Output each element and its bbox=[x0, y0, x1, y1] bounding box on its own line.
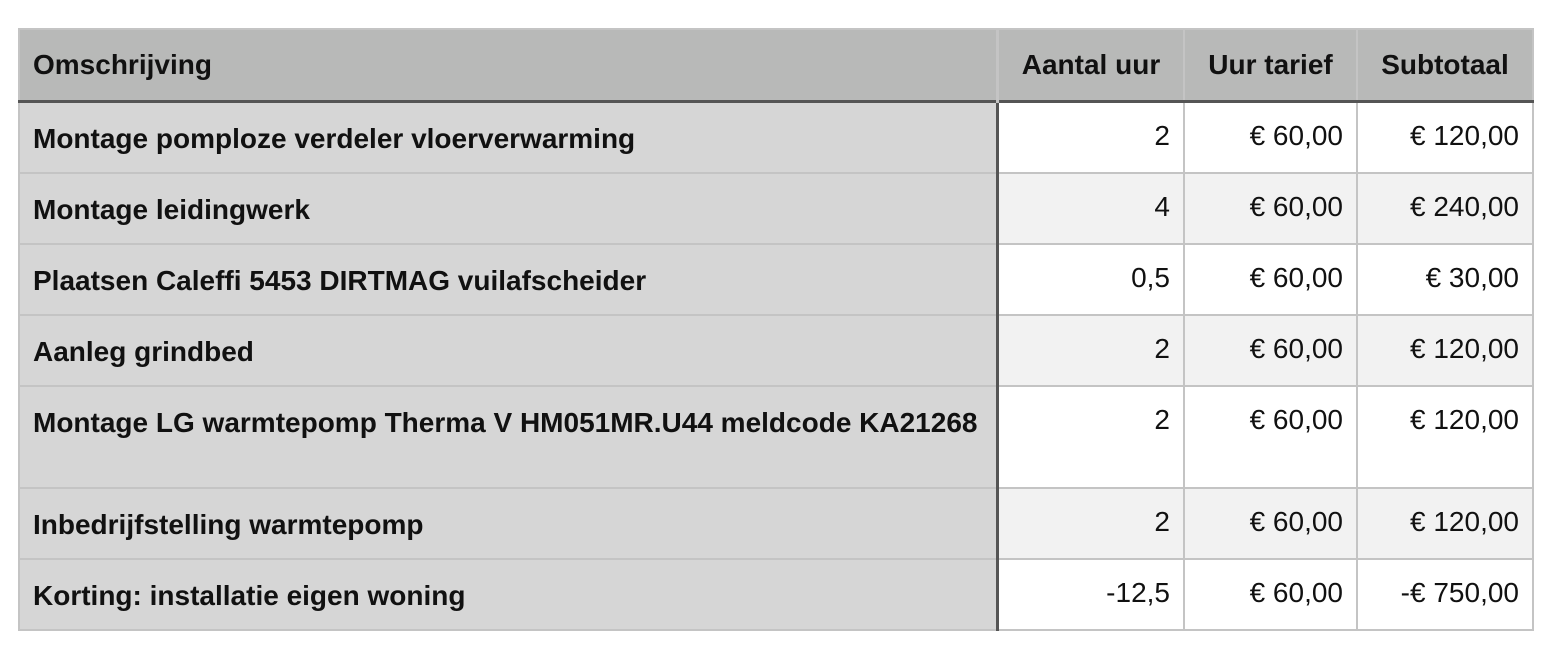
subtotal-cell[interactable]: € 240,00 bbox=[1356, 171, 1534, 245]
header-rate: Uur tarief bbox=[1183, 28, 1358, 103]
hours-cell[interactable]: 2 bbox=[996, 384, 1185, 489]
table-row: Montage leidingwerk 4 € 60,00 € 240,00 bbox=[18, 171, 1534, 245]
table-row: Korting: installatie eigen woning -12,5 € … bbox=[18, 557, 1534, 631]
hours-cell[interactable]: 2 bbox=[996, 100, 1185, 174]
hours-cell[interactable]: 0,5 bbox=[996, 242, 1185, 316]
rate-cell[interactable]: € 60,00 bbox=[1183, 171, 1358, 245]
description-cell[interactable]: Korting: installatie eigen woning bbox=[18, 557, 999, 631]
rate-cell[interactable]: € 60,00 bbox=[1183, 313, 1358, 387]
header-description: Omschrijving bbox=[18, 28, 999, 103]
subtotal-cell[interactable]: € 120,00 bbox=[1356, 384, 1534, 489]
description-cell[interactable]: Plaatsen Caleffi 5453 DIRTMAG vuilafsche… bbox=[18, 242, 999, 316]
table-row: Aanleg grindbed 2 € 60,00 € 120,00 bbox=[18, 313, 1534, 387]
rate-cell[interactable]: € 60,00 bbox=[1183, 486, 1358, 560]
description-cell[interactable]: Montage leidingwerk bbox=[18, 171, 999, 245]
hours-cell[interactable]: 2 bbox=[996, 486, 1185, 560]
subtotal-cell[interactable]: € 120,00 bbox=[1356, 486, 1534, 560]
subtotal-cell[interactable]: -€ 750,00 bbox=[1356, 557, 1534, 631]
hours-table: Omschrijving Aantal uur Uur tarief Subto… bbox=[18, 28, 1534, 631]
hours-cell[interactable]: 4 bbox=[996, 171, 1185, 245]
rate-cell[interactable]: € 60,00 bbox=[1183, 100, 1358, 174]
table-row: Plaatsen Caleffi 5453 DIRTMAG vuilafsche… bbox=[18, 242, 1534, 316]
table-row: Inbedrijfstelling warmtepomp 2 € 60,00 € 12… bbox=[18, 486, 1534, 560]
hours-cell[interactable]: 2 bbox=[996, 313, 1185, 387]
description-cell[interactable]: Montage LG warmtepomp Therma V HM051MR.U… bbox=[18, 384, 999, 489]
header-hours: Aantal uur bbox=[996, 28, 1185, 103]
subtotal-cell[interactable]: € 120,00 bbox=[1356, 100, 1534, 174]
rate-cell[interactable]: € 60,00 bbox=[1183, 384, 1358, 489]
description-cell[interactable]: Montage pomploze verdeler vloerverwarmin… bbox=[18, 100, 999, 174]
header-subtotal: Subtotaal bbox=[1356, 28, 1534, 103]
subtotal-cell[interactable]: € 120,00 bbox=[1356, 313, 1534, 387]
description-cell[interactable]: Aanleg grindbed bbox=[18, 313, 999, 387]
header-row: Omschrijving Aantal uur Uur tarief Subto… bbox=[18, 28, 1534, 103]
description-cell[interactable]: Inbedrijfstelling warmtepomp bbox=[18, 486, 999, 560]
rate-cell[interactable]: € 60,00 bbox=[1183, 242, 1358, 316]
hours-cell[interactable]: -12,5 bbox=[996, 557, 1185, 631]
table-row: Montage LG warmtepomp Therma V HM051MR.U… bbox=[18, 384, 1534, 489]
table-row: Montage pomploze verdeler vloerverwarmin… bbox=[18, 100, 1534, 174]
rate-cell[interactable]: € 60,00 bbox=[1183, 557, 1358, 631]
subtotal-cell[interactable]: € 30,00 bbox=[1356, 242, 1534, 316]
